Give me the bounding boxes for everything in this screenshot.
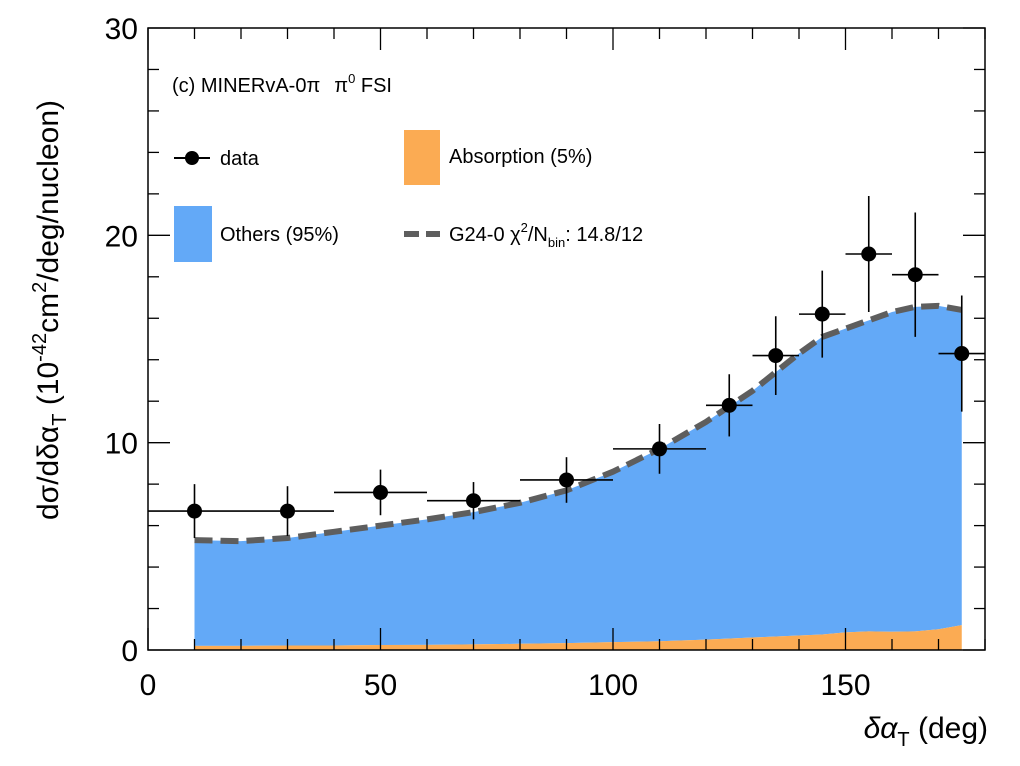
legend: data Absorption (5%) Others (95%) G24-0 …: [174, 130, 643, 262]
data-point-2: [373, 484, 388, 500]
y-tick-label: 10: [105, 428, 138, 461]
data-point-9: [861, 246, 877, 262]
x-tick-label: 0: [140, 669, 157, 702]
data-point-4: [559, 472, 574, 488]
y-tick-label: 20: [105, 220, 138, 253]
data-point-7: [768, 348, 784, 364]
y-axis-title: dσ/dδαT (10-42cm2/deg/nucleon): [29, 100, 71, 520]
legend-absorption-label: Absorption (5%): [449, 146, 592, 168]
data-point-8: [814, 306, 830, 322]
data-point-1: [280, 503, 295, 519]
data-point-10: [907, 267, 923, 283]
legend-absorption-swatch: [404, 130, 440, 185]
legend-data-label: data: [220, 148, 260, 170]
y-tick-label: 0: [121, 635, 138, 668]
data-point-3: [466, 493, 481, 509]
x-tick-label: 150: [820, 669, 870, 702]
plot-area: [148, 195, 985, 650]
legend-data-marker: [185, 151, 199, 165]
legend-others-label: Others (95%): [220, 224, 339, 246]
annotation-text: (c) MINERvA-0π π0 FSI: [172, 71, 392, 97]
data-point-6: [721, 397, 737, 413]
data-point-5: [652, 441, 667, 457]
data-point-0: [187, 503, 202, 519]
legend-others-swatch: [174, 206, 212, 262]
x-tick-label: 50: [364, 669, 397, 702]
data-point-11: [954, 346, 970, 362]
absorption-area: [194, 625, 962, 650]
x-tick-label: 100: [588, 669, 638, 702]
legend-model-label: G24-0 χ2/Nbin: 14.8/12: [449, 220, 643, 250]
y-tick-label: 30: [105, 13, 138, 46]
x-axis-title: δαT (deg): [864, 712, 988, 751]
axes: 0 50 100 150 0 10 20 30: [105, 13, 986, 702]
others-area: [194, 305, 962, 646]
